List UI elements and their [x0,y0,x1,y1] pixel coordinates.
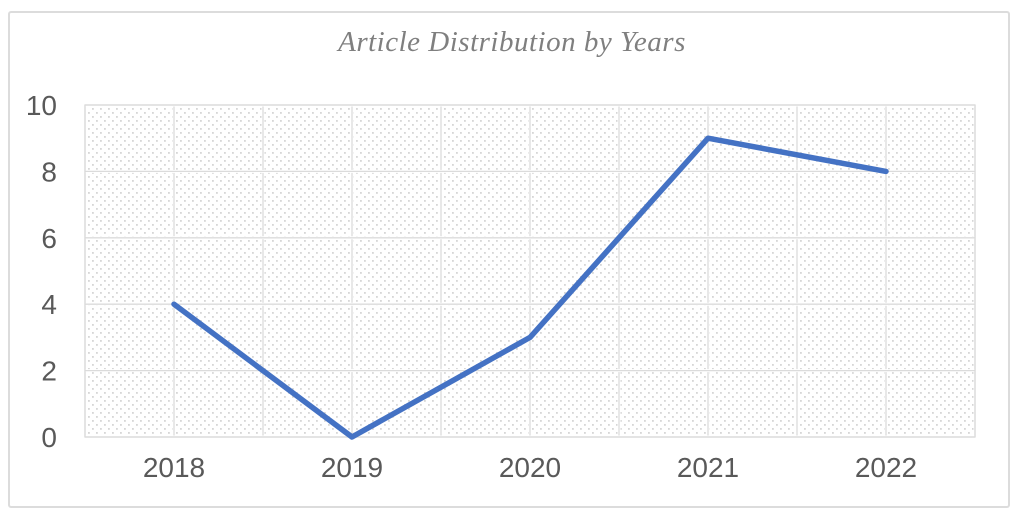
y-axis-tick-label: 10 [26,90,57,121]
y-axis-tick-label: 0 [41,422,57,453]
y-axis-tick-label: 4 [41,289,57,320]
y-axis-tick-label: 6 [41,223,57,254]
chart-title: Article Distribution by Years [338,26,686,58]
x-axis-tick-label: 2022 [855,452,917,483]
plot-area-border [84,104,976,438]
data-line-series [171,135,889,440]
x-axis-tick-label: 2020 [499,452,561,483]
x-axis-tick-label: 2021 [677,452,739,483]
y-axis-tick-label: 8 [41,156,57,187]
x-axis-tick-label: 2018 [143,452,205,483]
x-axis-tick-label: 2019 [321,452,383,483]
y-axis-tick-label: 2 [41,356,57,387]
